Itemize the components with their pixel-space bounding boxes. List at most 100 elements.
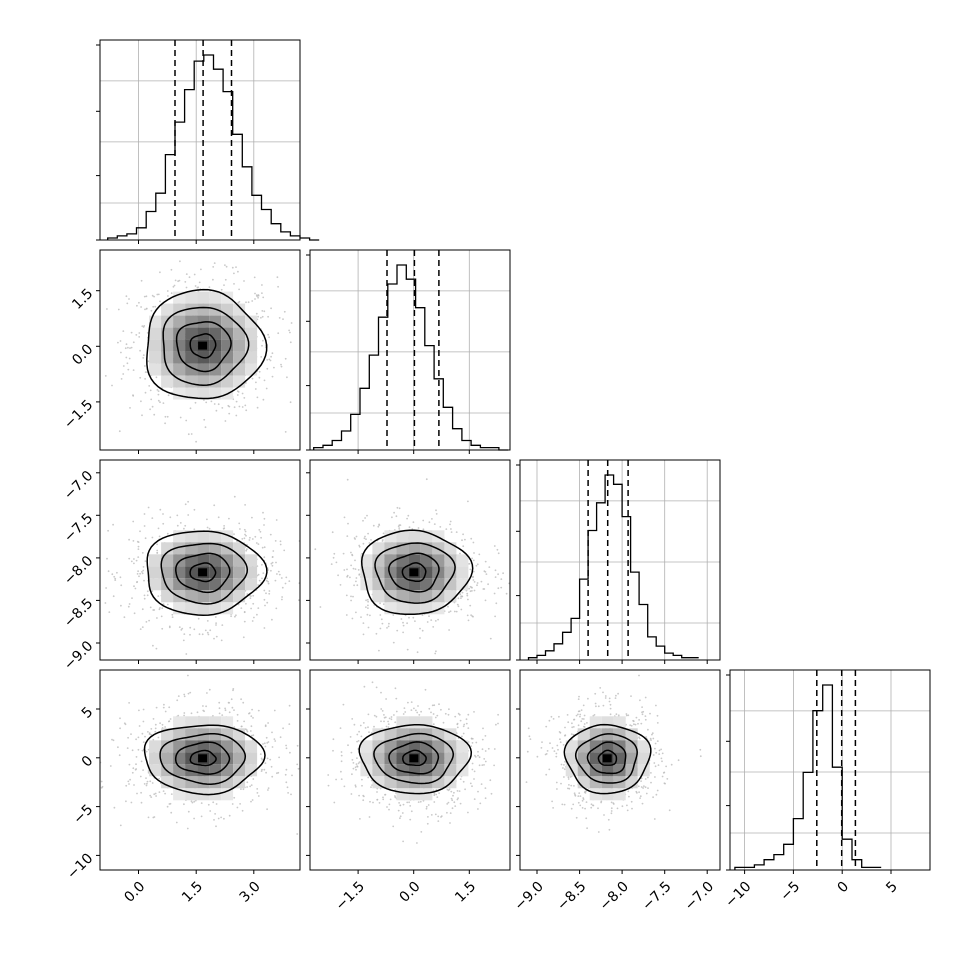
density-cell xyxy=(161,375,174,388)
density-cell xyxy=(396,530,409,543)
scatter-point xyxy=(176,699,179,702)
density-cell xyxy=(408,590,421,603)
scatter-point xyxy=(280,577,283,579)
scatter-point xyxy=(473,589,476,592)
density-cell xyxy=(161,752,174,765)
density-cell xyxy=(245,327,258,340)
scatter-point xyxy=(450,797,453,800)
scatter-point xyxy=(207,803,210,806)
scatter-point xyxy=(139,775,142,778)
scatter-point xyxy=(288,580,291,582)
scatter-point xyxy=(448,611,450,613)
scatter-point xyxy=(369,614,371,617)
scatter-point xyxy=(152,644,154,647)
scatter-point xyxy=(143,579,145,582)
scatter-point xyxy=(461,735,463,738)
scatter-point xyxy=(184,503,187,506)
scatter-point xyxy=(393,714,395,716)
scatter-point xyxy=(566,714,569,716)
scatter-point xyxy=(435,793,438,796)
scatter-point xyxy=(138,301,140,304)
scatter-point xyxy=(480,783,483,785)
scatter-point xyxy=(625,713,628,715)
scatter-point xyxy=(141,749,144,752)
scatter-point xyxy=(156,543,159,546)
scatter-point xyxy=(271,731,273,734)
scatter-point xyxy=(136,792,138,795)
density-cell xyxy=(233,554,246,567)
scatter-point xyxy=(269,533,272,536)
scatter-point xyxy=(484,797,487,800)
scatter-point xyxy=(478,756,481,759)
scatter-point xyxy=(489,779,492,782)
density-cell xyxy=(197,530,210,543)
scatter-point xyxy=(112,523,114,526)
scatter-point xyxy=(267,741,270,743)
scatter-point xyxy=(167,394,170,397)
scatter-point xyxy=(142,769,145,771)
scatter-point xyxy=(448,629,450,631)
scatter-point xyxy=(152,305,155,308)
scatter-point xyxy=(261,546,264,549)
scatter-point xyxy=(333,552,336,555)
scatter-point xyxy=(246,548,248,551)
scatter-point xyxy=(494,569,497,572)
scatter-point xyxy=(152,738,155,741)
scatter-point xyxy=(189,633,191,636)
density-cell xyxy=(456,566,469,579)
scatter-point xyxy=(166,532,169,535)
scatter-point xyxy=(557,748,559,751)
scatter-point xyxy=(627,790,630,793)
scatter-point xyxy=(267,580,269,583)
scatter-point xyxy=(283,549,286,552)
scatter-point xyxy=(129,407,131,409)
density-cell xyxy=(173,339,186,352)
scatter-point xyxy=(430,619,433,621)
scatter-point xyxy=(139,349,142,352)
density-cell xyxy=(245,566,258,579)
scatter-point xyxy=(487,747,490,750)
scatter-point xyxy=(170,292,173,295)
scatter-point xyxy=(346,535,349,537)
scatter-point xyxy=(159,508,162,511)
scatter-point xyxy=(149,408,152,411)
scatter-point xyxy=(141,552,144,554)
scatter-point xyxy=(235,614,237,617)
scatter-point xyxy=(340,770,342,773)
scatter-point xyxy=(237,301,240,304)
scatter-point xyxy=(304,354,306,356)
scatter-point xyxy=(164,415,167,418)
density-cell xyxy=(209,327,222,340)
scatter-point xyxy=(394,721,397,724)
scatter-point xyxy=(366,613,369,616)
scatter-point xyxy=(380,720,382,723)
scatter-point xyxy=(217,817,220,820)
scatter-point xyxy=(425,478,428,481)
scatter-point xyxy=(332,556,335,559)
scatter-point xyxy=(237,391,240,393)
scatter-point xyxy=(193,528,196,531)
scatter-point xyxy=(120,378,123,380)
scatter-point xyxy=(288,723,291,725)
scatter-point xyxy=(400,618,403,620)
scatter-point xyxy=(117,308,120,311)
scatter-point xyxy=(189,407,192,410)
scatter-point xyxy=(572,803,575,806)
scatter-point xyxy=(372,524,375,527)
scatter-point xyxy=(149,780,152,783)
scatter-point xyxy=(132,341,135,344)
scatter-point xyxy=(268,592,271,595)
scatter-point xyxy=(347,744,349,747)
scatter-point xyxy=(465,718,468,721)
density-cell xyxy=(173,554,186,567)
scatter-point xyxy=(277,570,280,573)
scatter-point xyxy=(267,787,270,789)
density-cell xyxy=(173,542,186,555)
scatter-point xyxy=(140,306,143,308)
scatter-point xyxy=(244,530,247,533)
density-cell xyxy=(245,554,258,567)
scatter-point xyxy=(245,301,247,304)
scatter-point xyxy=(288,704,291,707)
scatter-point xyxy=(127,346,129,349)
scatter-point xyxy=(143,513,146,515)
